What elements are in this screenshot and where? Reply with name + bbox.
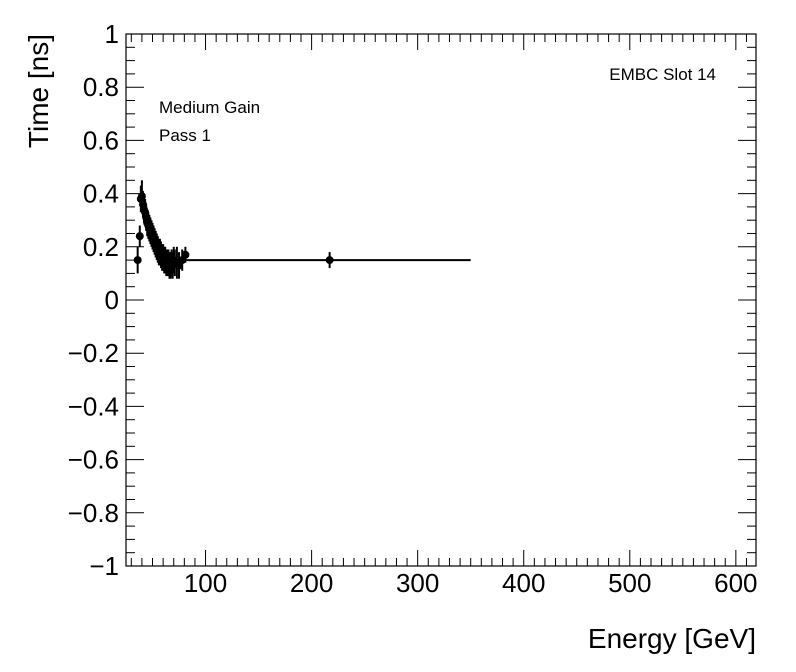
- x-tick-label: 100: [184, 568, 227, 598]
- y-tick-label: −0.6: [68, 445, 119, 475]
- x-axis-title: Energy [GeV]: [588, 623, 756, 654]
- y-tick-label: 1: [105, 19, 119, 49]
- x-tick-label: 300: [396, 568, 439, 598]
- y-tick-label: −0.4: [68, 391, 119, 421]
- x-tick-label: 200: [290, 568, 333, 598]
- axis-tick-labels: 100 200 300 400 500 600 −1 −0.8 −0.6 −0.4 −0.2 0 0.2…: [68, 19, 758, 598]
- data-point: [135, 232, 144, 241]
- x-tick-label: 600: [714, 568, 757, 598]
- annotation-gain: Medium Gain: [159, 98, 260, 117]
- annotation-pass: Pass 1: [159, 126, 211, 145]
- data-point: [325, 256, 334, 265]
- y-tick-label: 0.2: [83, 232, 119, 262]
- x-tick-label: 500: [608, 568, 651, 598]
- y-tick-label: 0.4: [83, 179, 119, 209]
- y-tick-label: 0.6: [83, 125, 119, 155]
- y-tick-label: −0.8: [68, 498, 119, 528]
- y-tick-label: −0.2: [68, 338, 119, 368]
- x-tick-label: 400: [502, 568, 545, 598]
- data-point: [133, 256, 142, 265]
- y-tick-label: 0.8: [83, 72, 119, 102]
- y-axis-title: Time [ns]: [23, 34, 54, 148]
- y-tick-label: 0: [105, 285, 119, 315]
- annotation-slot: EMBC Slot 14: [609, 65, 716, 84]
- data-points: [133, 180, 334, 279]
- axis-ticks: [126, 33, 756, 567]
- y-tick-label: −1: [89, 551, 119, 581]
- data-point: [181, 250, 190, 259]
